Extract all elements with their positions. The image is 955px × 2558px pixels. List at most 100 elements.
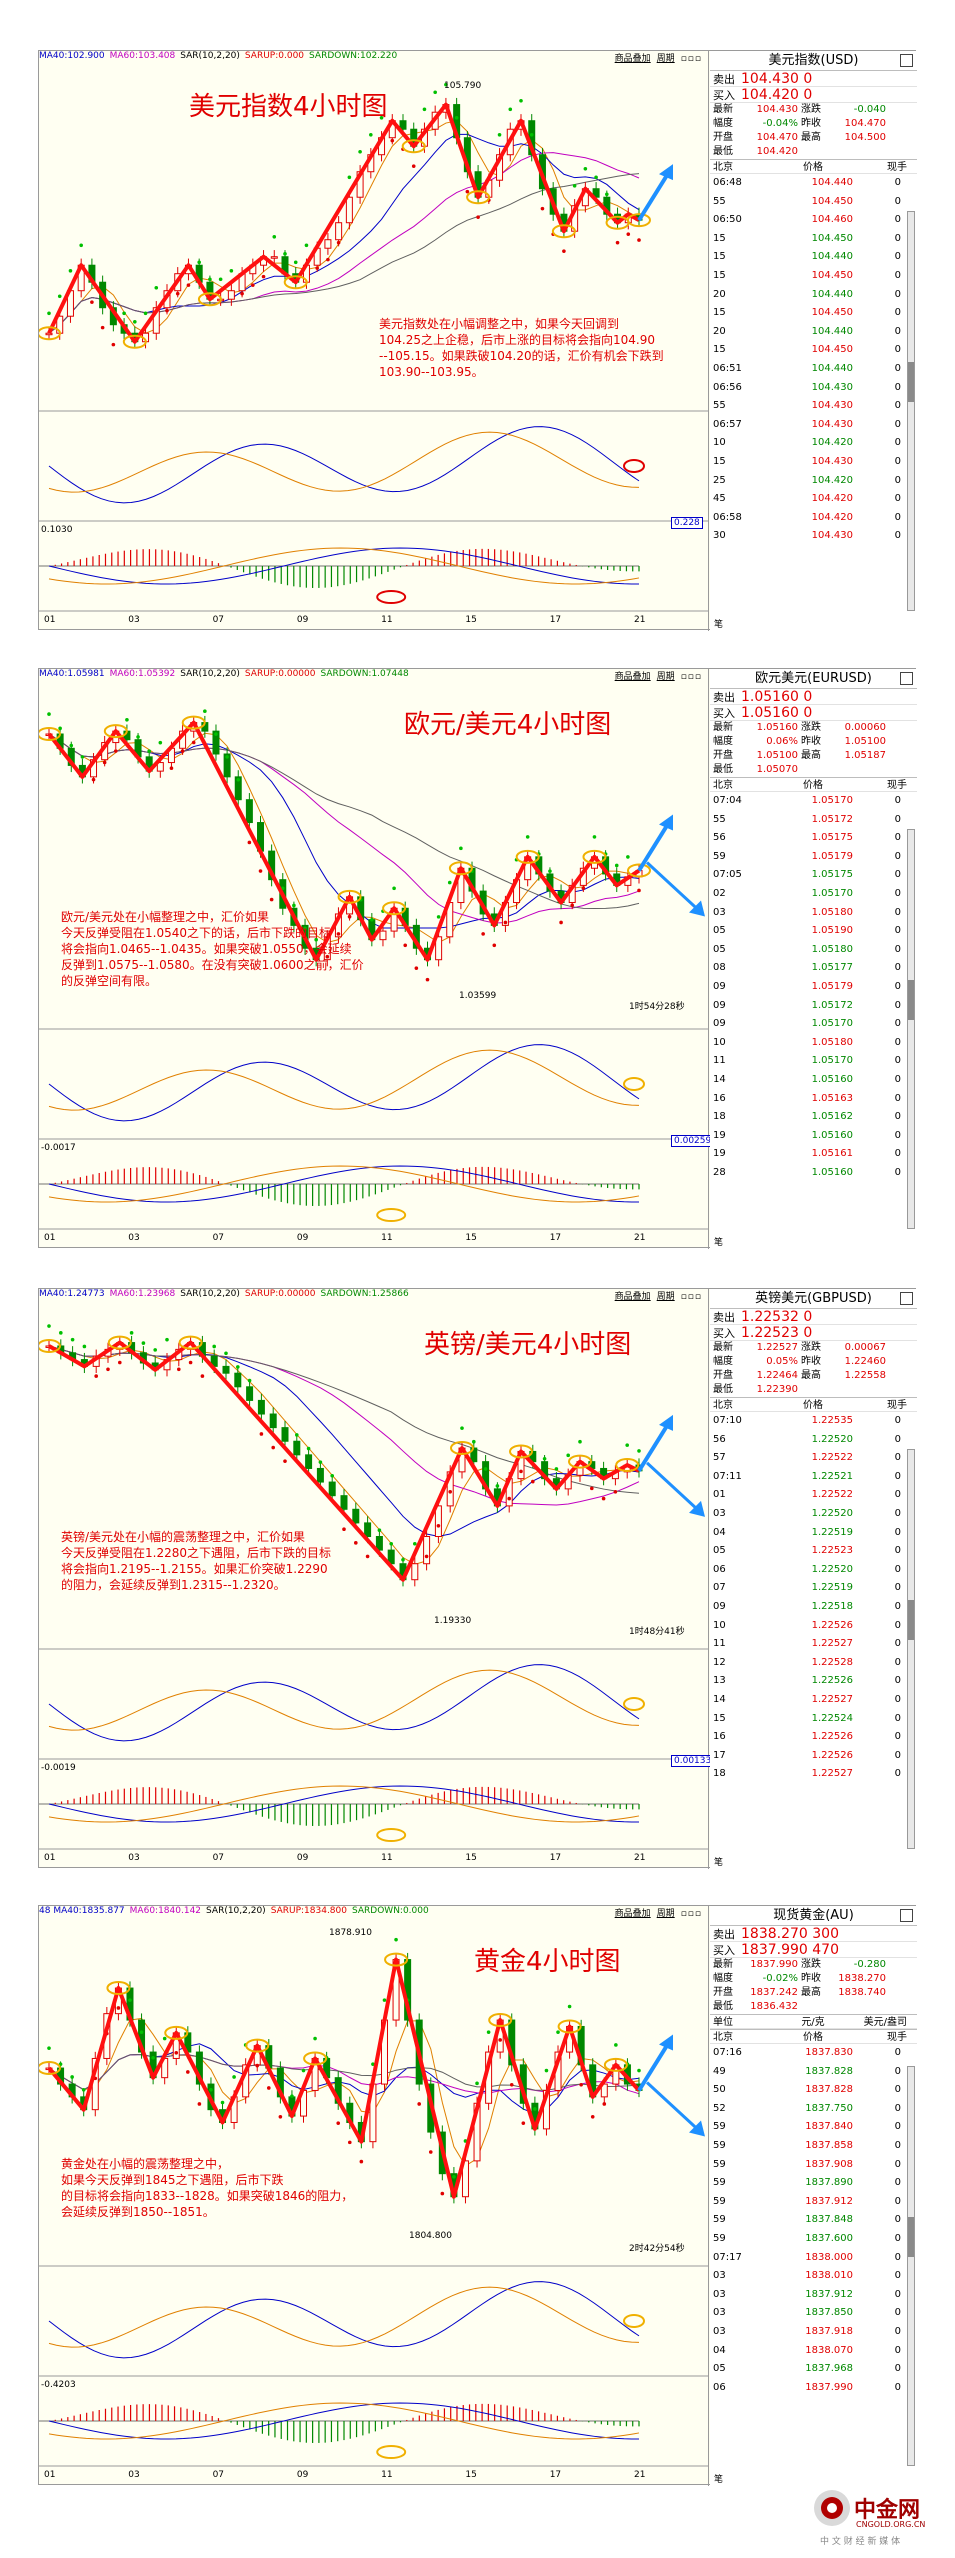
candle-body (423, 1536, 431, 1565)
buy-price: 104.420 0 (741, 87, 813, 103)
overlay-button[interactable]: 商品叠加 (614, 672, 651, 682)
chart-area[interactable]: MA40:1.05981 MA60:1.05392 SAR(10,2,20) SARU… (39, 669, 715, 1249)
indicator-ma60: MA60:103.408 (109, 51, 176, 61)
instrument-name: 美元指数(USD) (768, 53, 859, 68)
tick-price: 104.420 (811, 511, 853, 523)
quote-stat-cell: 104.470 (844, 118, 886, 129)
chart-area[interactable]: MA40:1.24773 MA60:1.23968 SAR(10,2,20) SARU… (39, 1289, 715, 1869)
panel-menu-icon[interactable] (900, 1909, 913, 1922)
quote-stat-cell: 1.22460 (844, 1356, 886, 1367)
tick-time: 59 (713, 2121, 726, 2133)
overlay-button[interactable]: 商品叠加 (614, 1292, 651, 1302)
candle-body (234, 776, 242, 801)
tick-time: 15 (713, 307, 726, 319)
window-controls-icon[interactable]: ▫▫▫ (680, 1292, 702, 1302)
sar-dot (208, 277, 212, 282)
analysis-note: 英镑/美元处在小幅的震荡整理之中，汇价如果 今天反弹受阻在1.2280之下遇阻，… (61, 1530, 331, 1592)
sar-dot (525, 835, 530, 839)
unit-cell[interactable]: 元/克 (801, 2017, 825, 2028)
forecast-up-arrow (637, 174, 669, 222)
unit-cell[interactable]: 美元/盎司 (863, 2017, 907, 2028)
indicator-ma40: MA40:1.05981 (39, 669, 105, 679)
indicator-bar: 48 MA40:1835.877 MA60:1840.142 SAR(10,2,20… (39, 1906, 709, 1920)
tick-volume: 0 (894, 1563, 901, 1575)
indicator-ma40: MA40:1.24773 (39, 1289, 105, 1299)
indicator-ma40: 48 MA40:1835.877 (39, 1906, 125, 1916)
overlay-button[interactable]: 商品叠加 (614, 54, 651, 64)
panel-menu-icon[interactable] (900, 1292, 913, 1305)
panel-menu-icon[interactable] (900, 54, 913, 67)
moving-average-line (48, 152, 640, 334)
sar-dot (125, 717, 129, 722)
overlay-button[interactable]: 商品叠加 (614, 1909, 651, 1919)
sar-dot (459, 846, 463, 851)
sar-dot (240, 291, 244, 296)
tick-row: 07:04 1.05170 0 (710, 792, 917, 811)
quote-stat-cell: 涨跌 (801, 1342, 821, 1353)
scrollbar-thumb[interactable] (908, 980, 914, 1020)
quote-stat-cell: -0.280 (853, 1959, 886, 1970)
chart-area[interactable]: MA40:102.900 MA60:103.408 SAR(10,2,20) SARU… (39, 51, 709, 631)
pivot-marker (303, 2051, 328, 2066)
tick-time: 15 (713, 344, 726, 356)
period-button[interactable]: 周期 (656, 1292, 675, 1302)
tick-footer-tab[interactable]: 笔 (714, 1858, 724, 1868)
period-button[interactable]: 周期 (656, 1909, 675, 1919)
sar-dot (540, 206, 545, 211)
tick-row: 12 1.22528 0 (710, 1654, 917, 1673)
tick-time: 09 (713, 1018, 726, 1030)
tick-scrollbar[interactable] (907, 211, 915, 611)
tick-scrollbar[interactable] (907, 829, 915, 1229)
tick-footer-tab[interactable]: 笔 (714, 1238, 724, 1248)
sar-dot (122, 311, 126, 316)
tick-table-header: 北京 价格 现手 (710, 159, 917, 174)
scrollbar-thumb[interactable] (908, 2217, 914, 2257)
sar-dot (200, 1374, 205, 1378)
tick-volume: 0 (894, 980, 901, 992)
tick-footer-tab[interactable]: 笔 (714, 620, 724, 630)
indicator-sarup: SARUP:0.00000 (244, 669, 316, 679)
tick-scrollbar[interactable] (907, 2066, 915, 2466)
macd-value-label: -0.4203 (41, 2380, 76, 2390)
moving-average-line (48, 2017, 640, 2167)
tick-volume: 0 (894, 850, 901, 862)
macd-value-label: 0.1030 (41, 525, 73, 535)
buy-label: 买入 (713, 707, 735, 720)
window-controls-icon[interactable]: ▫▫▫ (680, 54, 702, 64)
macd-scale-box: 0.00133 (671, 1755, 715, 1767)
sar-dot (602, 2102, 607, 2106)
window-controls-icon[interactable]: ▫▫▫ (680, 1909, 702, 1919)
quote-stat-cell: 幅度 (713, 1356, 733, 1367)
chart-buttons: 商品叠加 周期 ▫▫▫ (609, 1289, 702, 1302)
tick-price: 1.05170 (811, 795, 853, 806)
tick-price: 1.22526 (811, 1619, 853, 1631)
period-button[interactable]: 周期 (656, 54, 675, 64)
pivot-marker (122, 334, 147, 349)
scrollbar-thumb[interactable] (908, 1600, 914, 1640)
scrollbar-thumb[interactable] (908, 362, 914, 402)
candle-body (335, 222, 343, 241)
chart-area[interactable]: 48 MA40:1835.877 MA60:1840.142 SAR(10,2,20… (39, 1906, 709, 2486)
sell-label: 卖出 (713, 1928, 735, 1941)
x-tick-label: 15 (465, 615, 477, 625)
quote-stat-cell: -0.04% (762, 118, 798, 129)
tick-scrollbar[interactable] (907, 1449, 915, 1849)
tick-price: 1.05180 (811, 906, 853, 918)
watermark-domain: CNGOLD.ORG.CN (856, 2520, 926, 2529)
quote-stat-cell: 昨收 (801, 118, 821, 129)
sar-dot (336, 240, 341, 245)
tick-footer-tab[interactable]: 笔 (714, 2475, 724, 2485)
quote-stat-cell: 幅度 (713, 1973, 733, 1984)
tick-price: 1.22519 (811, 1526, 853, 1538)
period-button[interactable]: 周期 (656, 672, 675, 682)
macd-signal-line (48, 2402, 640, 2440)
window-controls-icon[interactable]: ▫▫▫ (680, 672, 702, 682)
tick-price: 1837.968 (805, 2363, 853, 2375)
pivot-marker (39, 2061, 61, 2076)
panel-menu-icon[interactable] (900, 672, 913, 685)
sar-dot (370, 917, 374, 922)
tick-price: 1.22520 (811, 1507, 853, 1519)
tick-volume: 0 (894, 869, 901, 881)
oscillator-line (48, 2281, 640, 2359)
quote-stat-cell: 0.05% (766, 1356, 798, 1367)
